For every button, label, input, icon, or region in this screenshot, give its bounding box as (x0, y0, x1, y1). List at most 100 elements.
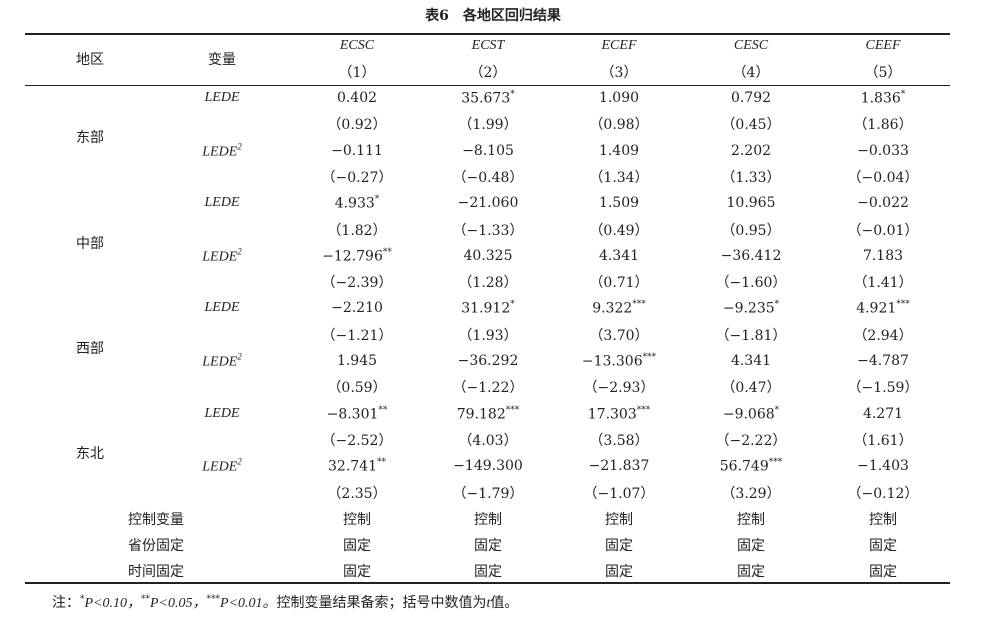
coefficient: 0.792 (731, 90, 771, 106)
coefficient: 7.183 (863, 248, 903, 264)
coef-value: −9.235 (722, 300, 775, 317)
control-cell: 控制 (343, 511, 371, 528)
coef-value: −2.210 (331, 300, 383, 317)
coef-value: −0.111 (331, 142, 383, 159)
coefficient: −13.306*** (582, 353, 656, 370)
coef-value: −12.796 (322, 248, 383, 265)
coefficient: −1.403 (857, 458, 909, 474)
t-value: （−1.59） (847, 380, 919, 397)
variable-name: LEDE (205, 300, 240, 316)
coef-value: 4.933 (334, 195, 375, 212)
t-value: （−1.22） (452, 380, 524, 397)
significance-stars: ** (382, 247, 392, 258)
coefficient: −21.060 (458, 195, 519, 211)
coefficient: −9.235* (723, 300, 779, 317)
coef-value: 31.912 (461, 300, 511, 317)
column-name: ECST (471, 38, 505, 53)
region-name: 西部 (76, 340, 104, 357)
coef-value: 4.341 (598, 247, 640, 264)
header-variable: 变量 (208, 52, 236, 68)
coefficient: −2.210 (331, 300, 383, 316)
t-value: （−0.04） (847, 169, 919, 186)
coef-value: −0.033 (857, 142, 909, 159)
t-value: （4.03） (458, 432, 518, 449)
variable-text: LEDE (202, 249, 238, 265)
variable-name: LEDE2 (202, 141, 242, 160)
coefficient: 1.090 (599, 90, 639, 106)
region-name: 中部 (76, 235, 104, 252)
coef-value: 7.183 (862, 247, 904, 264)
control-label: 省份固定 (128, 538, 184, 555)
coefficient: −0.033 (857, 143, 909, 159)
t-value: （1.93） (458, 327, 518, 344)
note-stars: *** (206, 594, 221, 605)
note-t: t (486, 596, 491, 611)
significance-stars: ** (377, 457, 386, 468)
note-p: P<0.01。 (220, 596, 277, 611)
t-value: （−0.12） (847, 485, 919, 502)
variable-name: LEDE2 (202, 457, 242, 476)
coef-value: 1.945 (336, 353, 378, 369)
variable-name: LEDE2 (202, 352, 242, 371)
coefficient: 17.303*** (588, 405, 651, 422)
control-cell: 固定 (343, 538, 371, 555)
coefficient: 56.749*** (720, 458, 783, 475)
coefficient: 2.202 (731, 143, 771, 159)
coef-value: 4.271 (862, 405, 904, 422)
coefficient: 4.933* (335, 195, 380, 212)
note-lead: 注： (52, 595, 80, 611)
t-value: （−2.52） (321, 432, 393, 449)
variable-text: LEDE (204, 405, 240, 421)
significance-stars: *** (505, 405, 520, 416)
column-index: （2） (469, 65, 507, 81)
t-value: （−1.33） (452, 222, 524, 239)
coef-value: 79.182 (456, 405, 506, 422)
coefficient: 4.341 (731, 353, 771, 369)
coefficient: −0.022 (857, 195, 909, 211)
coef-value: 4.341 (730, 353, 772, 369)
coef-value: −4.787 (857, 353, 909, 369)
coef-value: 56.749 (719, 458, 769, 475)
coefficient: 1.945 (337, 353, 377, 369)
significance-stars: * (510, 89, 515, 100)
coef-value: 1.409 (598, 142, 640, 159)
t-value: （−2.93） (583, 380, 655, 397)
variable-name: LEDE (205, 90, 240, 106)
coef-value: −8.105 (462, 142, 514, 159)
coef-value: 2.202 (730, 142, 772, 159)
variable-text: LEDE (202, 354, 238, 370)
significance-stars: *** (896, 300, 910, 311)
significance-stars: * (774, 300, 780, 311)
coef-value: −1.403 (857, 458, 909, 475)
coefficient: −36.412 (721, 248, 782, 264)
t-value: （−1.21） (321, 327, 393, 344)
coefficient: −4.787 (857, 353, 909, 369)
control-cell: 固定 (737, 564, 765, 581)
t-value: （1.28） (458, 275, 518, 292)
variable-text: LEDE (202, 143, 238, 159)
control-cell: 固定 (869, 538, 897, 555)
t-value: （−1.60） (715, 275, 787, 292)
column-name: CESC (733, 38, 769, 53)
t-value: （−0.48） (452, 169, 524, 186)
variable-power: 2 (237, 246, 242, 257)
t-value: （0.47） (721, 380, 781, 397)
coef-value: −149.300 (453, 458, 523, 475)
control-label: 时间固定 (128, 564, 184, 581)
coefficient: −21.837 (589, 458, 650, 474)
control-cell: 固定 (869, 564, 897, 581)
control-cell: 控制 (605, 511, 633, 528)
control-cell: 控制 (869, 511, 897, 528)
coefficient: 1.509 (599, 195, 639, 211)
note-stars: * (80, 594, 85, 605)
control-cell: 控制 (474, 511, 502, 528)
control-cell: 固定 (343, 564, 371, 581)
significance-stars: *** (768, 457, 783, 468)
variable-power: 2 (237, 456, 242, 467)
variable-text: LEDE (204, 195, 240, 211)
note-p: P<0.05， (150, 596, 207, 611)
coefficient: −12.796** (322, 247, 392, 264)
column-index: （3） (600, 65, 638, 81)
region-name: 东北 (76, 446, 104, 463)
header-rule (25, 85, 950, 86)
